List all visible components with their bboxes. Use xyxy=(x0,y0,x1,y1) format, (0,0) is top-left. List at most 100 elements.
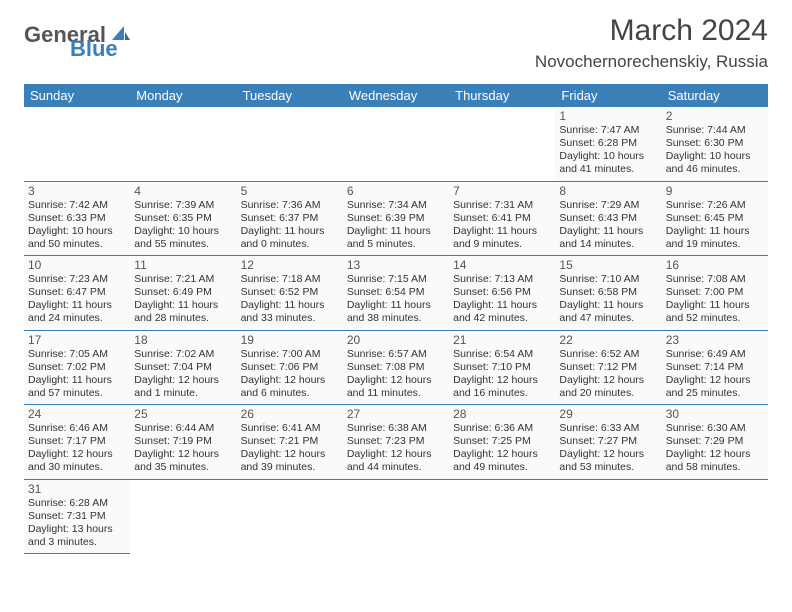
day-details: Sunrise: 7:29 AMSunset: 6:43 PMDaylight:… xyxy=(559,199,657,252)
day-number: 4 xyxy=(134,184,232,198)
weekday-header: Monday xyxy=(130,84,236,107)
day-details: Sunrise: 7:05 AMSunset: 7:02 PMDaylight:… xyxy=(28,348,126,401)
day-details: Sunrise: 7:13 AMSunset: 6:56 PMDaylight:… xyxy=(453,273,551,326)
day-details: Sunrise: 6:38 AMSunset: 7:23 PMDaylight:… xyxy=(347,422,445,475)
calendar-cell: 27Sunrise: 6:38 AMSunset: 7:23 PMDayligh… xyxy=(343,405,449,480)
calendar-cell: 5Sunrise: 7:36 AMSunset: 6:37 PMDaylight… xyxy=(237,181,343,256)
day-number: 27 xyxy=(347,407,445,421)
calendar-cell: 17Sunrise: 7:05 AMSunset: 7:02 PMDayligh… xyxy=(24,330,130,405)
calendar-cell: 20Sunrise: 6:57 AMSunset: 7:08 PMDayligh… xyxy=(343,330,449,405)
day-details: Sunrise: 6:36 AMSunset: 7:25 PMDaylight:… xyxy=(453,422,551,475)
calendar-table: SundayMondayTuesdayWednesdayThursdayFrid… xyxy=(24,84,768,554)
day-details: Sunrise: 7:36 AMSunset: 6:37 PMDaylight:… xyxy=(241,199,339,252)
day-details: Sunrise: 6:28 AMSunset: 7:31 PMDaylight:… xyxy=(28,497,126,550)
calendar-cell: 25Sunrise: 6:44 AMSunset: 7:19 PMDayligh… xyxy=(130,405,236,480)
day-details: Sunrise: 7:26 AMSunset: 6:45 PMDaylight:… xyxy=(666,199,764,252)
calendar-cell-empty xyxy=(237,107,343,181)
calendar-cell: 9Sunrise: 7:26 AMSunset: 6:45 PMDaylight… xyxy=(662,181,768,256)
day-number: 9 xyxy=(666,184,764,198)
day-number: 28 xyxy=(453,407,551,421)
weekday-header: Tuesday xyxy=(237,84,343,107)
calendar-cell-empty xyxy=(130,479,236,554)
day-details: Sunrise: 7:47 AMSunset: 6:28 PMDaylight:… xyxy=(559,124,657,177)
day-number: 6 xyxy=(347,184,445,198)
day-number: 8 xyxy=(559,184,657,198)
day-details: Sunrise: 6:49 AMSunset: 7:14 PMDaylight:… xyxy=(666,348,764,401)
day-number: 20 xyxy=(347,333,445,347)
day-number: 1 xyxy=(559,109,657,123)
day-details: Sunrise: 6:57 AMSunset: 7:08 PMDaylight:… xyxy=(347,348,445,401)
weekday-header: Friday xyxy=(555,84,661,107)
day-details: Sunrise: 6:44 AMSunset: 7:19 PMDaylight:… xyxy=(134,422,232,475)
day-number: 3 xyxy=(28,184,126,198)
calendar-row: 31Sunrise: 6:28 AMSunset: 7:31 PMDayligh… xyxy=(24,479,768,554)
day-details: Sunrise: 7:31 AMSunset: 6:41 PMDaylight:… xyxy=(453,199,551,252)
calendar-row: 1Sunrise: 7:47 AMSunset: 6:28 PMDaylight… xyxy=(24,107,768,181)
day-number: 17 xyxy=(28,333,126,347)
day-number: 25 xyxy=(134,407,232,421)
calendar-body: 1Sunrise: 7:47 AMSunset: 6:28 PMDaylight… xyxy=(24,107,768,554)
day-number: 18 xyxy=(134,333,232,347)
day-details: Sunrise: 6:54 AMSunset: 7:10 PMDaylight:… xyxy=(453,348,551,401)
day-number: 15 xyxy=(559,258,657,272)
calendar-cell: 1Sunrise: 7:47 AMSunset: 6:28 PMDaylight… xyxy=(555,107,661,181)
day-details: Sunrise: 7:08 AMSunset: 7:00 PMDaylight:… xyxy=(666,273,764,326)
day-number: 11 xyxy=(134,258,232,272)
day-details: Sunrise: 7:02 AMSunset: 7:04 PMDaylight:… xyxy=(134,348,232,401)
day-number: 21 xyxy=(453,333,551,347)
calendar-cell: 18Sunrise: 7:02 AMSunset: 7:04 PMDayligh… xyxy=(130,330,236,405)
day-number: 16 xyxy=(666,258,764,272)
header: General Blue March 2024 Novochernorechen… xyxy=(24,14,768,74)
calendar-cell-empty xyxy=(130,107,236,181)
calendar-row: 10Sunrise: 7:23 AMSunset: 6:47 PMDayligh… xyxy=(24,256,768,331)
calendar-cell: 12Sunrise: 7:18 AMSunset: 6:52 PMDayligh… xyxy=(237,256,343,331)
calendar-cell-empty xyxy=(343,479,449,554)
day-number: 24 xyxy=(28,407,126,421)
calendar-cell: 29Sunrise: 6:33 AMSunset: 7:27 PMDayligh… xyxy=(555,405,661,480)
calendar-cell-empty xyxy=(662,479,768,554)
calendar-cell: 30Sunrise: 6:30 AMSunset: 7:29 PMDayligh… xyxy=(662,405,768,480)
calendar-cell: 10Sunrise: 7:23 AMSunset: 6:47 PMDayligh… xyxy=(24,256,130,331)
day-details: Sunrise: 7:00 AMSunset: 7:06 PMDaylight:… xyxy=(241,348,339,401)
calendar-cell: 16Sunrise: 7:08 AMSunset: 7:00 PMDayligh… xyxy=(662,256,768,331)
weekday-header: Saturday xyxy=(662,84,768,107)
calendar-cell: 21Sunrise: 6:54 AMSunset: 7:10 PMDayligh… xyxy=(449,330,555,405)
day-details: Sunrise: 6:46 AMSunset: 7:17 PMDaylight:… xyxy=(28,422,126,475)
calendar-cell: 31Sunrise: 6:28 AMSunset: 7:31 PMDayligh… xyxy=(24,479,130,554)
weekday-header: Thursday xyxy=(449,84,555,107)
day-details: Sunrise: 7:21 AMSunset: 6:49 PMDaylight:… xyxy=(134,273,232,326)
day-number: 10 xyxy=(28,258,126,272)
calendar-cell: 4Sunrise: 7:39 AMSunset: 6:35 PMDaylight… xyxy=(130,181,236,256)
month-title: March 2024 xyxy=(535,14,768,48)
calendar-cell: 22Sunrise: 6:52 AMSunset: 7:12 PMDayligh… xyxy=(555,330,661,405)
calendar-cell: 7Sunrise: 7:31 AMSunset: 6:41 PMDaylight… xyxy=(449,181,555,256)
day-details: Sunrise: 7:34 AMSunset: 6:39 PMDaylight:… xyxy=(347,199,445,252)
weekday-header: Sunday xyxy=(24,84,130,107)
weekday-header: Wednesday xyxy=(343,84,449,107)
weekday-row: SundayMondayTuesdayWednesdayThursdayFrid… xyxy=(24,84,768,107)
day-number: 12 xyxy=(241,258,339,272)
location: Novochernorechenskiy, Russia xyxy=(535,52,768,72)
calendar-cell-empty xyxy=(449,479,555,554)
logo: General Blue xyxy=(24,22,184,48)
day-number: 5 xyxy=(241,184,339,198)
day-number: 26 xyxy=(241,407,339,421)
calendar-cell: 14Sunrise: 7:13 AMSunset: 6:56 PMDayligh… xyxy=(449,256,555,331)
day-details: Sunrise: 6:33 AMSunset: 7:27 PMDaylight:… xyxy=(559,422,657,475)
calendar-cell-empty xyxy=(449,107,555,181)
day-number: 29 xyxy=(559,407,657,421)
logo-text-2: Blue xyxy=(70,36,118,62)
day-number: 2 xyxy=(666,109,764,123)
day-number: 22 xyxy=(559,333,657,347)
day-number: 19 xyxy=(241,333,339,347)
day-details: Sunrise: 6:41 AMSunset: 7:21 PMDaylight:… xyxy=(241,422,339,475)
calendar-cell: 8Sunrise: 7:29 AMSunset: 6:43 PMDaylight… xyxy=(555,181,661,256)
calendar-row: 17Sunrise: 7:05 AMSunset: 7:02 PMDayligh… xyxy=(24,330,768,405)
title-block: March 2024 Novochernorechenskiy, Russia xyxy=(535,14,768,74)
day-details: Sunrise: 7:18 AMSunset: 6:52 PMDaylight:… xyxy=(241,273,339,326)
day-details: Sunrise: 7:42 AMSunset: 6:33 PMDaylight:… xyxy=(28,199,126,252)
calendar-cell: 19Sunrise: 7:00 AMSunset: 7:06 PMDayligh… xyxy=(237,330,343,405)
day-details: Sunrise: 7:44 AMSunset: 6:30 PMDaylight:… xyxy=(666,124,764,177)
day-details: Sunrise: 7:23 AMSunset: 6:47 PMDaylight:… xyxy=(28,273,126,326)
day-details: Sunrise: 7:10 AMSunset: 6:58 PMDaylight:… xyxy=(559,273,657,326)
